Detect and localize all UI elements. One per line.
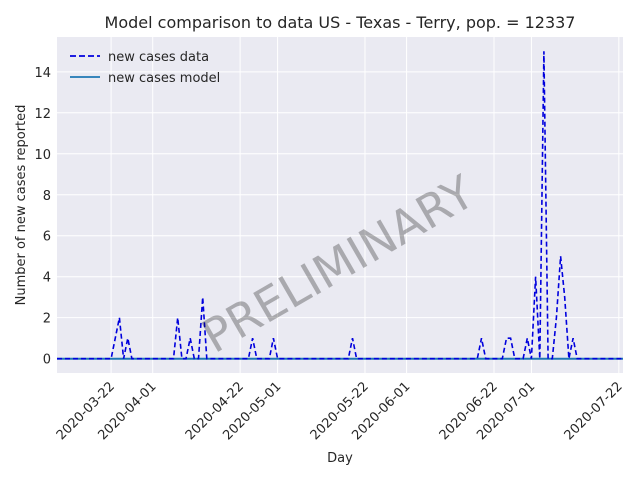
legend-label-model: new cases model (108, 71, 220, 86)
y-tick-label: 14 (34, 66, 51, 81)
y-tick-label: 4 (43, 271, 51, 286)
y-tick-label: 10 (34, 148, 51, 163)
y-tick-label: 2 (43, 312, 51, 327)
y-axis-title: Number of new cases reported (14, 105, 29, 306)
y-axis: 0 2 4 6 8 10 12 14 (34, 66, 51, 368)
series-layer (57, 51, 623, 360)
series-line-data (57, 51, 623, 360)
y-tick-label: 8 (43, 189, 51, 204)
y-tick-label: 6 (43, 230, 51, 245)
grid (57, 37, 623, 373)
legend-label-data: new cases data (108, 50, 209, 65)
y-tick-label: 12 (34, 107, 51, 122)
chart-title: Model comparison to data US - Texas - Te… (105, 13, 576, 32)
x-axis-title: Day (327, 451, 353, 466)
legend: new cases data new cases model (70, 50, 220, 86)
y-tick-label: 0 (43, 353, 51, 368)
plot-area (57, 37, 623, 373)
